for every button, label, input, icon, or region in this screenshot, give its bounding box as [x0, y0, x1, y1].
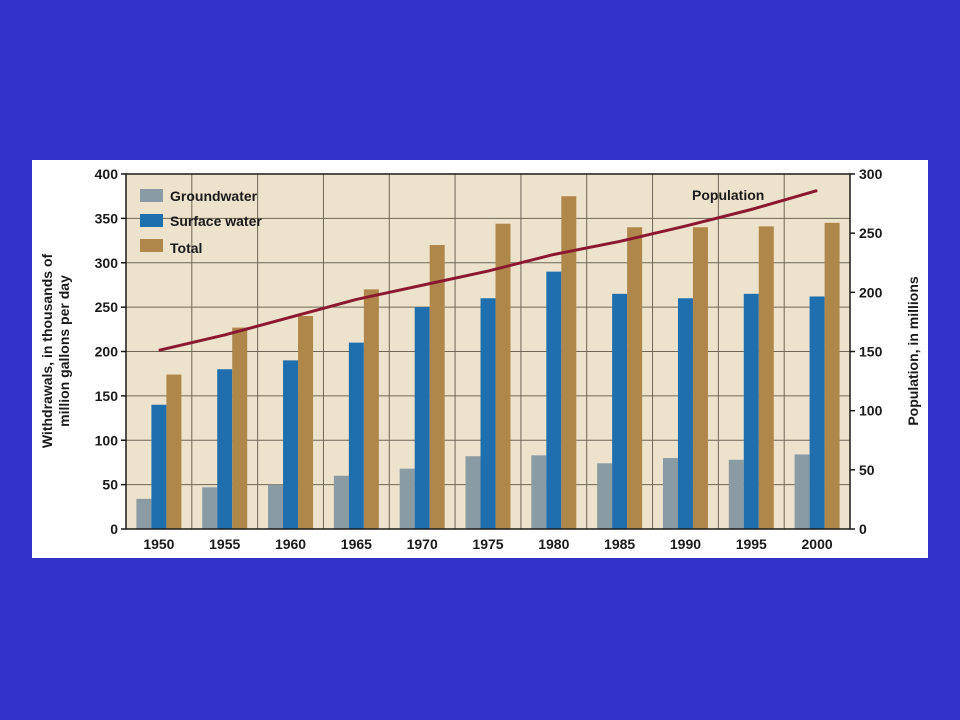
x-tick-label-1960: 1960	[275, 536, 306, 552]
population-point-1965	[355, 298, 357, 300]
bar-surface-water-1970	[414, 307, 430, 529]
population-point-1980	[553, 253, 555, 255]
bar-surface-water-1985	[612, 293, 628, 529]
y-tick-label-200: 200	[95, 344, 119, 360]
withdrawals-population-chart: 0 50 100 150 200 250 300 350 400 0 50 100 150 200 250 3…	[39, 166, 921, 552]
x-tick-label-1995: 1995	[736, 536, 767, 552]
population-point-1975	[487, 270, 489, 272]
legend-label-surface-water: Surface water	[170, 213, 262, 229]
population-point-1955	[224, 334, 226, 336]
x-tick-label-1975: 1975	[472, 536, 503, 552]
legend-swatch-groundwater	[140, 189, 163, 202]
y2-tick-label-200: 200	[859, 284, 883, 300]
population-point-1970	[421, 284, 423, 286]
population-point-1960	[290, 316, 292, 318]
bar-surface-water-1950	[151, 404, 167, 529]
bar-groundwater-1995	[728, 459, 744, 529]
x-tick-label-1950: 1950	[143, 536, 174, 552]
bar-total-1970	[429, 245, 445, 529]
population-annotation: Population	[692, 187, 764, 203]
y2-tick-label-50: 50	[859, 462, 875, 478]
y-tick-label-0: 0	[110, 521, 118, 537]
y-axis-label-line-2: million gallons per day	[56, 275, 72, 427]
y2-tick-label-0: 0	[859, 521, 867, 537]
bar-total-1950	[166, 374, 182, 529]
legend-swatch-total	[140, 239, 163, 252]
y-tick-label-150: 150	[95, 388, 119, 404]
bar-groundwater-1960	[268, 484, 284, 529]
population-point-1950	[158, 349, 160, 351]
bar-surface-water-1995	[743, 293, 759, 529]
population-point-1995	[750, 209, 752, 210]
bar-groundwater-1990	[662, 458, 678, 529]
bar-groundwater-1965	[333, 475, 349, 529]
legend-label-groundwater: Groundwater	[170, 188, 258, 204]
y-tick-label-100: 100	[95, 432, 119, 448]
bar-groundwater-1950	[136, 498, 152, 529]
x-tick-label-1985: 1985	[604, 536, 635, 552]
x-tick-label-1965: 1965	[341, 536, 372, 552]
bar-groundwater-1975	[465, 456, 481, 529]
y-tick-label-250: 250	[95, 299, 119, 315]
bar-surface-water-1980	[546, 271, 562, 529]
bar-total-1980	[561, 196, 577, 529]
bars	[136, 196, 840, 530]
bar-total-2000	[824, 222, 840, 529]
bar-total-1990	[692, 227, 708, 529]
x-tick-label-2000: 2000	[802, 536, 833, 552]
bar-groundwater-1955	[202, 487, 218, 529]
axis-ticks: 0 50 100 150 200 250 300 350 400 0 50 100 150 200 250 3…	[95, 166, 883, 552]
y2-tick-label-150: 150	[859, 344, 883, 360]
bar-total-1985	[627, 227, 643, 529]
bar-surface-water-1965	[348, 342, 364, 529]
y2-tick-label-300: 300	[859, 166, 883, 182]
y-tick-label-50: 50	[102, 477, 118, 493]
population-point-2000	[816, 190, 818, 192]
y2-tick-label-250: 250	[859, 225, 883, 241]
population-point-1985	[619, 240, 621, 242]
figure-panel: 0 50 100 150 200 250 300 350 400 0 50 100 150 200 250 3…	[32, 160, 928, 558]
y-tick-label-400: 400	[95, 166, 119, 182]
bar-surface-water-1990	[677, 298, 693, 529]
bar-groundwater-1985	[597, 463, 613, 529]
y2-tick-label-100: 100	[859, 403, 883, 419]
y-tick-label-300: 300	[95, 255, 119, 271]
legend-label-total: Total	[170, 240, 202, 256]
bar-surface-water-1975	[480, 298, 496, 529]
y-axis-label-line-1: Withdrawals, in thousands of	[39, 254, 55, 449]
x-tick-label-1970: 1970	[407, 536, 438, 552]
y-tick-label-350: 350	[95, 210, 119, 226]
x-tick-label-1980: 1980	[538, 536, 569, 552]
bar-total-1995	[758, 226, 774, 530]
bar-groundwater-2000	[794, 454, 810, 529]
bar-total-1960	[298, 316, 314, 529]
population-point-1990	[684, 225, 686, 227]
population-line-group	[158, 189, 818, 352]
bar-groundwater-1970	[399, 468, 415, 529]
bar-surface-water-1955	[217, 369, 233, 529]
bar-surface-water-2000	[809, 296, 825, 529]
bar-total-1975	[495, 223, 511, 529]
x-tick-label-1990: 1990	[670, 536, 701, 552]
bar-total-1965	[363, 289, 379, 529]
bar-surface-water-1960	[283, 360, 299, 529]
bar-groundwater-1980	[531, 455, 547, 529]
legend-swatch-surface-water	[140, 214, 163, 227]
bar-total-1955	[232, 327, 248, 529]
x-tick-label-1955: 1955	[209, 536, 240, 552]
legend: Groundwater Surface water Total	[140, 188, 262, 256]
y2-axis-label: Population, in millions	[905, 276, 921, 426]
